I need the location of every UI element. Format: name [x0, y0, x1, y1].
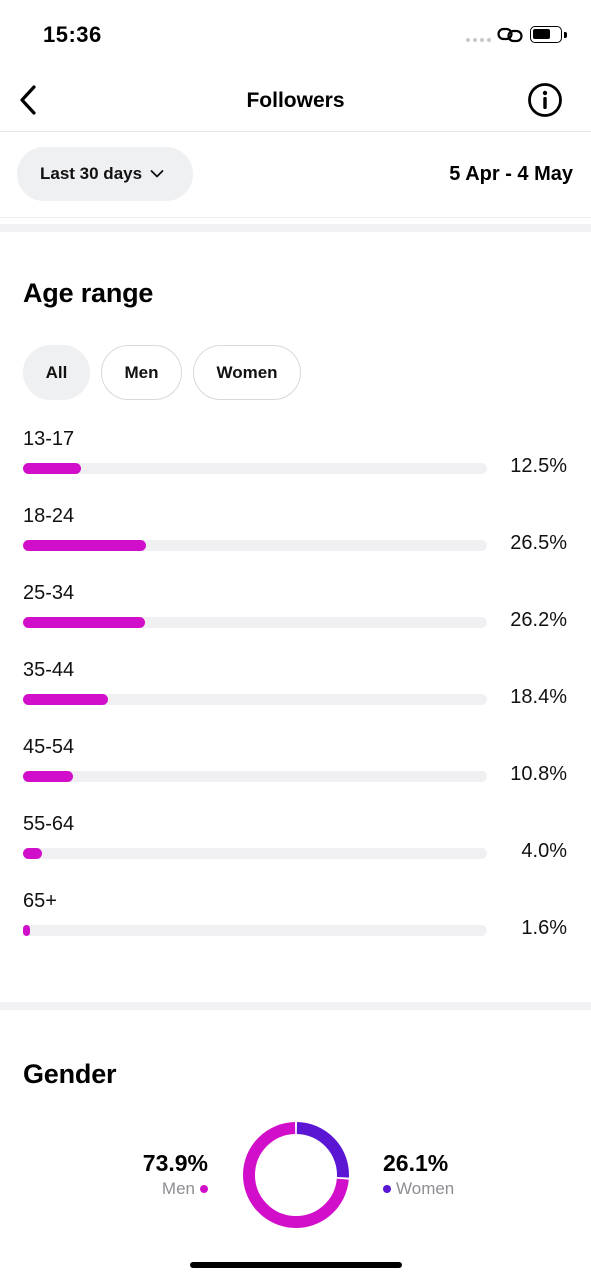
age-row-label: 65+ [23, 890, 57, 912]
age-bar-track [23, 925, 487, 936]
age-row-pct: 18.4% [510, 686, 567, 708]
age-row-label: 25-34 [23, 582, 75, 604]
age-bar [23, 848, 42, 859]
age-bar-track [23, 463, 487, 474]
chevron-down-icon [150, 170, 164, 178]
age-row: 65+ 1.6% [0, 890, 591, 950]
age-bar [23, 463, 81, 474]
page-title: Followers [246, 89, 345, 112]
chip-men[interactable]: Men [101, 345, 182, 400]
age-row: 55-64 4.0% [0, 813, 591, 873]
signal-icon [466, 38, 491, 42]
home-indicator [190, 1262, 402, 1268]
age-bar [23, 925, 31, 936]
gender-men-label: Men [161, 1179, 195, 1198]
age-row-label: 18-24 [23, 505, 75, 527]
women-legend-dot [383, 1185, 391, 1193]
age-range-title: Age range [23, 278, 154, 308]
gender-title: Gender [23, 1059, 117, 1089]
status-time: 15:36 [43, 22, 102, 47]
age-row-pct: 4.0% [521, 840, 567, 862]
age-row-pct: 10.8% [510, 763, 567, 785]
status-bar: 15:36 [0, 0, 591, 70]
age-bar-track [23, 848, 487, 859]
age-row-pct: 1.6% [521, 917, 567, 939]
age-row: 35-44 18.4% [0, 659, 591, 719]
men-legend-dot [200, 1185, 208, 1193]
age-row-pct: 26.2% [510, 609, 567, 631]
filter-row: Last 30 days 5 Apr - 4 May [0, 132, 591, 218]
age-row-pct: 12.5% [510, 455, 567, 477]
age-filter-chips: All Men Women [23, 345, 301, 400]
nav-bar: Followers [0, 70, 591, 132]
battery-tip [564, 32, 567, 38]
age-row: 13-17 12.5% [0, 428, 591, 488]
age-bar [23, 617, 145, 628]
gender-women-label: Women [396, 1179, 455, 1198]
section-divider [0, 224, 591, 232]
date-range-dropdown[interactable]: Last 30 days [17, 147, 193, 201]
gender-women-pct: 26.1% [383, 1150, 449, 1176]
back-arrow-icon[interactable] [14, 82, 44, 118]
age-row-label: 45-54 [23, 736, 75, 758]
date-range-dropdown-label: Last 30 days [40, 164, 143, 183]
age-row: 18-24 26.5% [0, 505, 591, 565]
age-bar-track [23, 694, 487, 705]
gender-donut-chart [243, 1122, 349, 1228]
chip-all[interactable]: All [23, 345, 90, 400]
chip-women[interactable]: Women [193, 345, 301, 400]
gender-men-pct: 73.9% [142, 1150, 208, 1176]
age-bar-track [23, 540, 487, 551]
age-bar-track [23, 617, 487, 628]
info-icon[interactable] [527, 82, 563, 118]
age-bar [23, 694, 109, 705]
donut-segment-men [243, 1122, 349, 1228]
battery-icon [530, 26, 562, 43]
section-divider [0, 1002, 591, 1010]
age-row-label: 13-17 [23, 428, 75, 450]
gender-women: 26.1% Women [383, 1150, 503, 1199]
age-row: 45-54 10.8% [0, 736, 591, 796]
gender-men: 73.9% Men [108, 1150, 208, 1199]
age-bar-track [23, 771, 487, 782]
date-range-text: 5 Apr - 4 May [449, 163, 573, 185]
age-row-pct: 26.5% [510, 532, 567, 554]
age-bar [23, 540, 146, 551]
link-icon [497, 27, 523, 43]
donut-segment-women [296, 1122, 349, 1178]
age-bar [23, 771, 74, 782]
age-row-label: 55-64 [23, 813, 75, 835]
age-row: 25-34 26.2% [0, 582, 591, 642]
age-row-label: 35-44 [23, 659, 75, 681]
